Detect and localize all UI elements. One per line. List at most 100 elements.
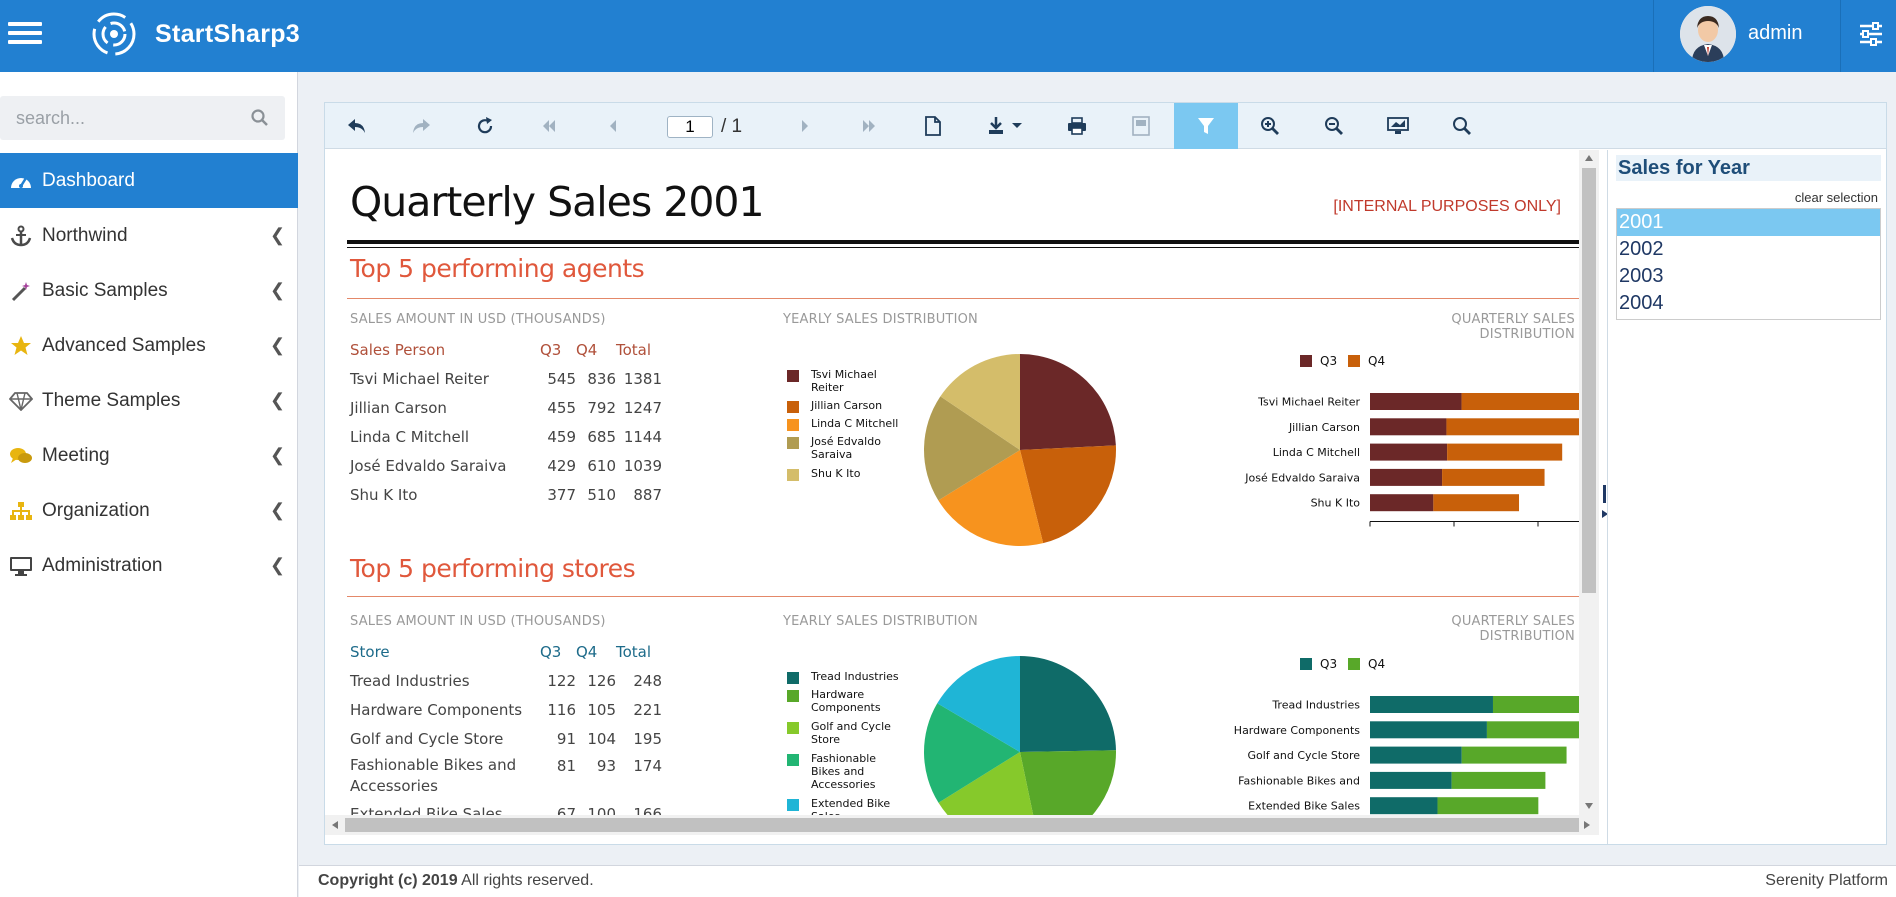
bar-q3 xyxy=(1370,443,1448,461)
pie-slice xyxy=(924,396,1020,501)
column-header: Total xyxy=(616,642,652,661)
chevron-left-icon: ❮ xyxy=(270,390,286,410)
table-header-row: Store Q3 Q4 Total xyxy=(350,637,662,666)
scroll-down-arrow-icon[interactable] xyxy=(1584,802,1594,810)
search-input[interactable] xyxy=(0,96,240,140)
first-page-button[interactable] xyxy=(517,103,581,149)
view-mode-button[interactable] xyxy=(1366,103,1430,149)
top-navbar: StartSharp3 admin xyxy=(0,0,1896,72)
navbar-divider xyxy=(1840,0,1841,72)
settings-sliders-icon[interactable] xyxy=(1858,20,1884,48)
agents-pie-chart xyxy=(924,354,1116,546)
legend-label: José Edvaldo Saraiva xyxy=(811,435,881,461)
sidebar-item-advanced-samples[interactable]: Advanced Samples ❮ xyxy=(0,318,298,373)
cell-q3: 455 xyxy=(547,398,576,417)
pie-slice xyxy=(938,752,1034,815)
hamburger-menu-icon[interactable] xyxy=(8,17,42,53)
table-row: Tsvi Michael Reiter 545 836 1381 xyxy=(350,364,662,393)
bar-q3 xyxy=(1370,797,1438,815)
navbar-divider xyxy=(1653,0,1654,72)
scroll-up-arrow-icon[interactable] xyxy=(1584,154,1594,162)
legend-label: Q4 xyxy=(1368,657,1385,671)
dashboard-icon xyxy=(0,171,42,191)
copyright-rest: All rights reserved. xyxy=(457,872,594,889)
next-page-button[interactable] xyxy=(773,103,837,149)
title-rule-thin xyxy=(347,247,1579,248)
sidebar-item-northwind[interactable]: Northwind ❮ xyxy=(0,208,298,263)
table-row: Shu K Ito 377 510 887 xyxy=(350,480,662,509)
bar-q4 xyxy=(1437,797,1539,815)
sidebar-item-theme-samples[interactable]: Theme Samples ❮ xyxy=(0,373,298,428)
year-option[interactable]: 2001 xyxy=(1617,209,1880,236)
previous-page-button[interactable] xyxy=(581,103,645,149)
sidebar-item-basic-samples[interactable]: Basic Samples ❮ xyxy=(0,263,298,318)
agents-bar-chart: Q3 Q4 Tsvi Michael Reiter Jillian Carson Lin… xyxy=(1244,354,1579,531)
cell-name: Jillian Carson xyxy=(350,398,447,417)
splitter-handle[interactable] xyxy=(1603,485,1606,503)
clear-selection-link[interactable]: clear selection xyxy=(1794,190,1878,205)
horizontal-scroll-thumb[interactable] xyxy=(345,818,1579,832)
document-map-button[interactable] xyxy=(901,103,965,149)
bar-category-label: Extended Bike Sales xyxy=(1248,800,1360,813)
user-avatar[interactable] xyxy=(1680,6,1736,62)
internal-notice: [INTERNAL PURPOSES ONLY] xyxy=(1333,198,1561,215)
refresh-button[interactable] xyxy=(453,103,517,149)
search-icon xyxy=(1453,117,1471,135)
agents-table: Sales Person Q3 Q4 Total Tsvi Michael Re… xyxy=(350,335,662,509)
export-button[interactable] xyxy=(965,103,1045,149)
sidebar-item-administration[interactable]: Administration ❮ xyxy=(0,538,298,593)
year-option[interactable]: 2002 xyxy=(1619,238,1664,260)
legend-item: Hardware Components xyxy=(787,688,901,714)
parameters-filter-button[interactable] xyxy=(1174,103,1238,149)
print-preview-button[interactable] xyxy=(1109,103,1173,149)
bar-q3 xyxy=(1370,494,1434,512)
caption-sales-amount: SALES AMOUNT IN USD (THOUSANDS) xyxy=(350,614,606,629)
legend-label: Q3 xyxy=(1320,657,1337,671)
sidebar-item-meeting[interactable]: Meeting ❮ xyxy=(0,428,298,483)
cell-total: 887 xyxy=(633,485,662,504)
sidebar-item-organization[interactable]: Organization ❮ xyxy=(0,483,298,538)
legend-item: Tread Industries xyxy=(787,670,901,684)
year-option[interactable]: 2003 xyxy=(1619,265,1664,287)
cell-q4: 610 xyxy=(587,456,616,475)
cell-q3: 91 xyxy=(556,729,576,748)
user-name[interactable]: admin xyxy=(1748,22,1803,44)
sidebar-item-dashboard[interactable]: Dashboard xyxy=(0,153,298,208)
star-icon xyxy=(0,335,42,357)
comments-icon xyxy=(0,446,42,466)
year-option[interactable]: 2004 xyxy=(1619,292,1664,314)
scroll-right-arrow-icon[interactable] xyxy=(1583,820,1591,830)
zoom-out-button[interactable] xyxy=(1302,103,1366,149)
zoom-in-button[interactable] xyxy=(1238,103,1302,149)
forward-button[interactable] xyxy=(389,103,453,149)
cell-name: Fashionable Bikes and Accessories xyxy=(350,756,517,795)
cell-total: 166 xyxy=(633,804,662,816)
legend-item: Shu K Ito xyxy=(787,467,901,481)
chevron-left-icon: ❮ xyxy=(270,225,286,245)
page-number-input[interactable] xyxy=(667,116,713,138)
cell-q3: 429 xyxy=(547,456,576,475)
search-report-button[interactable] xyxy=(1430,103,1494,149)
x-tick-label: 500 xyxy=(1444,530,1465,531)
caption-quarterly: QUARTERLY SALES DISTRIBUTION xyxy=(1451,614,1575,644)
section-rule xyxy=(347,596,1579,597)
scroll-left-arrow-icon[interactable] xyxy=(331,820,339,830)
refresh-icon xyxy=(477,117,493,134)
legend-item: Extended Bike Sales xyxy=(787,797,901,815)
vertical-scroll-thumb[interactable] xyxy=(1582,168,1596,593)
footer: Copyright (c) 2019 All rights reserved. … xyxy=(299,865,1896,897)
report-horizontal-scrollbar[interactable] xyxy=(325,815,1599,835)
year-listbox[interactable]: 2001 2002 2003 2004 xyxy=(1616,208,1881,320)
print-button[interactable] xyxy=(1045,103,1109,149)
cell-name: Shu K Ito xyxy=(350,485,418,504)
collapse-panel-arrow-icon[interactable] xyxy=(1601,509,1609,519)
last-page-button[interactable] xyxy=(837,103,901,149)
search-icon[interactable] xyxy=(250,108,270,128)
back-button[interactable] xyxy=(325,103,389,149)
bar-q4 xyxy=(1486,721,1579,739)
sitemap-icon xyxy=(0,501,42,521)
bar-q4 xyxy=(1451,771,1546,789)
cell-q3: 122 xyxy=(547,671,576,690)
app-brand[interactable]: StartSharp3 xyxy=(155,20,301,48)
report-vertical-scrollbar[interactable] xyxy=(1579,150,1599,815)
